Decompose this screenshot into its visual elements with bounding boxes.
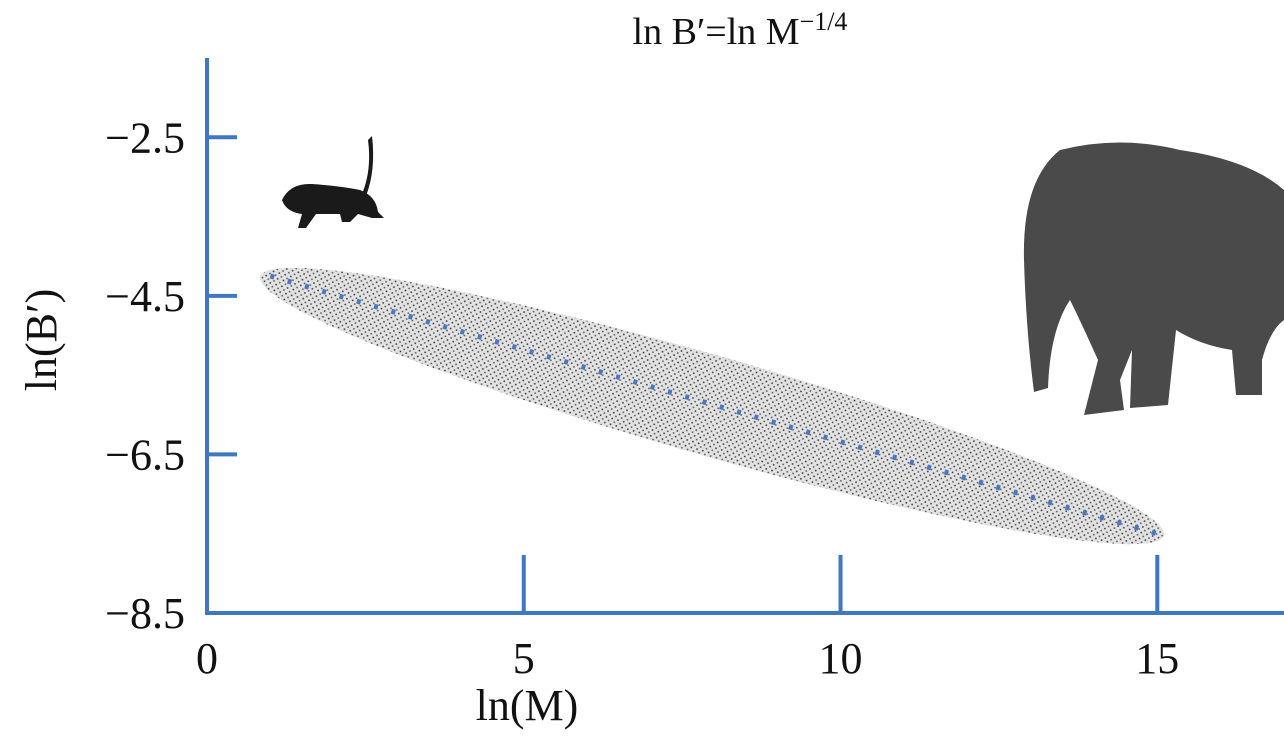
x-tick-label: 15	[1135, 634, 1179, 683]
chart-title: ln B′=ln M−1/4	[633, 7, 848, 53]
y-tick-label: −8.5	[105, 589, 185, 638]
x-tick-label: 5	[513, 634, 535, 683]
y-tick-label: −6.5	[105, 430, 185, 479]
title-main: ln B′=ln M	[633, 11, 800, 53]
y-tick-label: −2.5	[105, 113, 185, 162]
x-axis-label: ln(M)	[476, 681, 579, 730]
x-tick-label: 10	[819, 634, 863, 683]
y-tick-label: −4.5	[105, 272, 185, 321]
y-axis-label: ln(B′)	[17, 289, 66, 392]
x-tick-label: 0	[196, 634, 218, 683]
elephant-icon	[1024, 143, 1284, 416]
title-superscript: −1/4	[800, 7, 848, 36]
mouse-icon	[282, 136, 384, 228]
chart: ln B′=ln M−1/4 ln(M) ln(B′) −2.5 −4.5 −6.5…	[0, 0, 1284, 742]
